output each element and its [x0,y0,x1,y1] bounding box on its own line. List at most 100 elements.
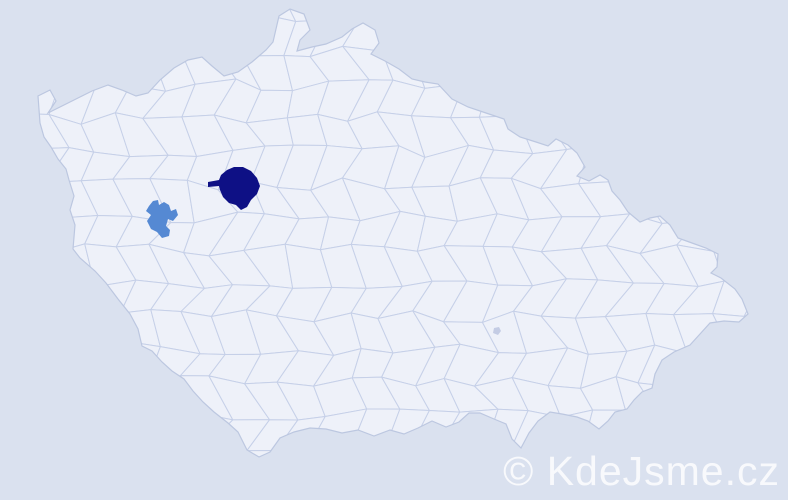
district-cell [38,342,39,389]
district-cell [38,313,71,352]
district-cell [0,386,36,413]
district-cell [78,342,136,383]
district-cell [770,314,788,355]
district-cell [38,182,40,215]
district-cell [119,477,166,500]
district-cell [776,114,788,152]
district-cell [746,148,748,190]
district-cell [85,48,131,86]
district-cell [544,84,601,121]
district-cell [38,212,40,257]
district-cell [0,85,30,121]
district-cell [736,12,748,57]
district-cell [46,379,107,420]
district-cell [516,84,563,118]
district-cell [376,9,427,21]
district-cell [544,9,594,23]
district-cell [78,9,135,20]
district-cell [770,279,788,318]
district-cell [0,444,32,480]
district-cell [443,9,501,26]
district-cell [606,45,657,81]
district-cell [38,182,68,218]
district-cell [175,442,228,457]
district-cell [581,78,622,121]
district-cell [144,413,205,448]
district-cell [182,9,226,21]
district-cell [78,376,130,422]
district-cell [672,49,726,85]
district-cell [512,9,566,23]
district-cell [770,0,788,19]
district-cell [713,250,748,282]
district-cell [516,49,563,87]
district-cell [704,12,748,57]
district-cell [749,86,788,123]
district-cell [411,444,462,457]
district-cell [575,13,633,58]
district-cell [12,476,62,500]
district-cell [181,12,226,55]
district-cell [713,216,748,253]
district-cell [738,251,748,289]
district-cell [345,481,395,500]
district-cell [254,478,300,500]
district-cell [637,382,698,420]
district-cell [112,376,160,422]
district-cell [709,116,748,153]
district-cell [0,149,29,187]
district-cell [38,213,68,257]
district-cell [538,53,601,90]
district-cell [38,254,63,287]
district-cell [120,441,168,457]
district-cell [412,14,468,56]
district-cell [775,47,788,90]
district-cell [38,281,63,321]
district-cell [0,478,32,500]
district-cell [746,375,748,411]
district-cell [610,9,668,19]
district-cell [680,9,725,25]
district-cell [54,317,98,352]
district-cell [412,9,468,21]
district-cell [178,478,227,500]
district-cell [644,409,698,449]
district-cell [581,111,627,147]
district-cell [641,17,692,51]
district-cell [0,57,30,87]
district-cell [705,182,748,218]
district-cell [153,478,205,500]
district-cell [214,9,262,15]
tiny-district-mark [493,327,501,335]
district-cell [743,313,748,352]
district-cell [742,9,748,18]
district-cell [38,313,39,347]
district-cell [674,79,726,125]
district-cell [605,111,658,156]
district-cell [219,479,265,500]
district-cell [50,14,95,58]
district-cell [615,144,658,188]
district-cell [640,111,695,156]
district-cell [776,86,788,119]
district-cell [774,410,788,450]
district-cell [771,179,788,216]
district-cell [85,14,135,57]
district-cell [314,476,366,500]
district-cell [743,279,748,317]
district-cell [743,409,748,451]
district-cell [110,15,171,56]
district-cell [51,410,107,449]
district-cell [84,477,133,500]
district-cell [0,15,34,59]
district-cell [46,345,98,383]
district-cell [381,17,427,56]
district-cell [738,215,748,257]
district-cell [478,79,527,118]
district-cell [606,409,657,454]
district-cell [770,350,788,384]
district-cell [38,410,73,453]
